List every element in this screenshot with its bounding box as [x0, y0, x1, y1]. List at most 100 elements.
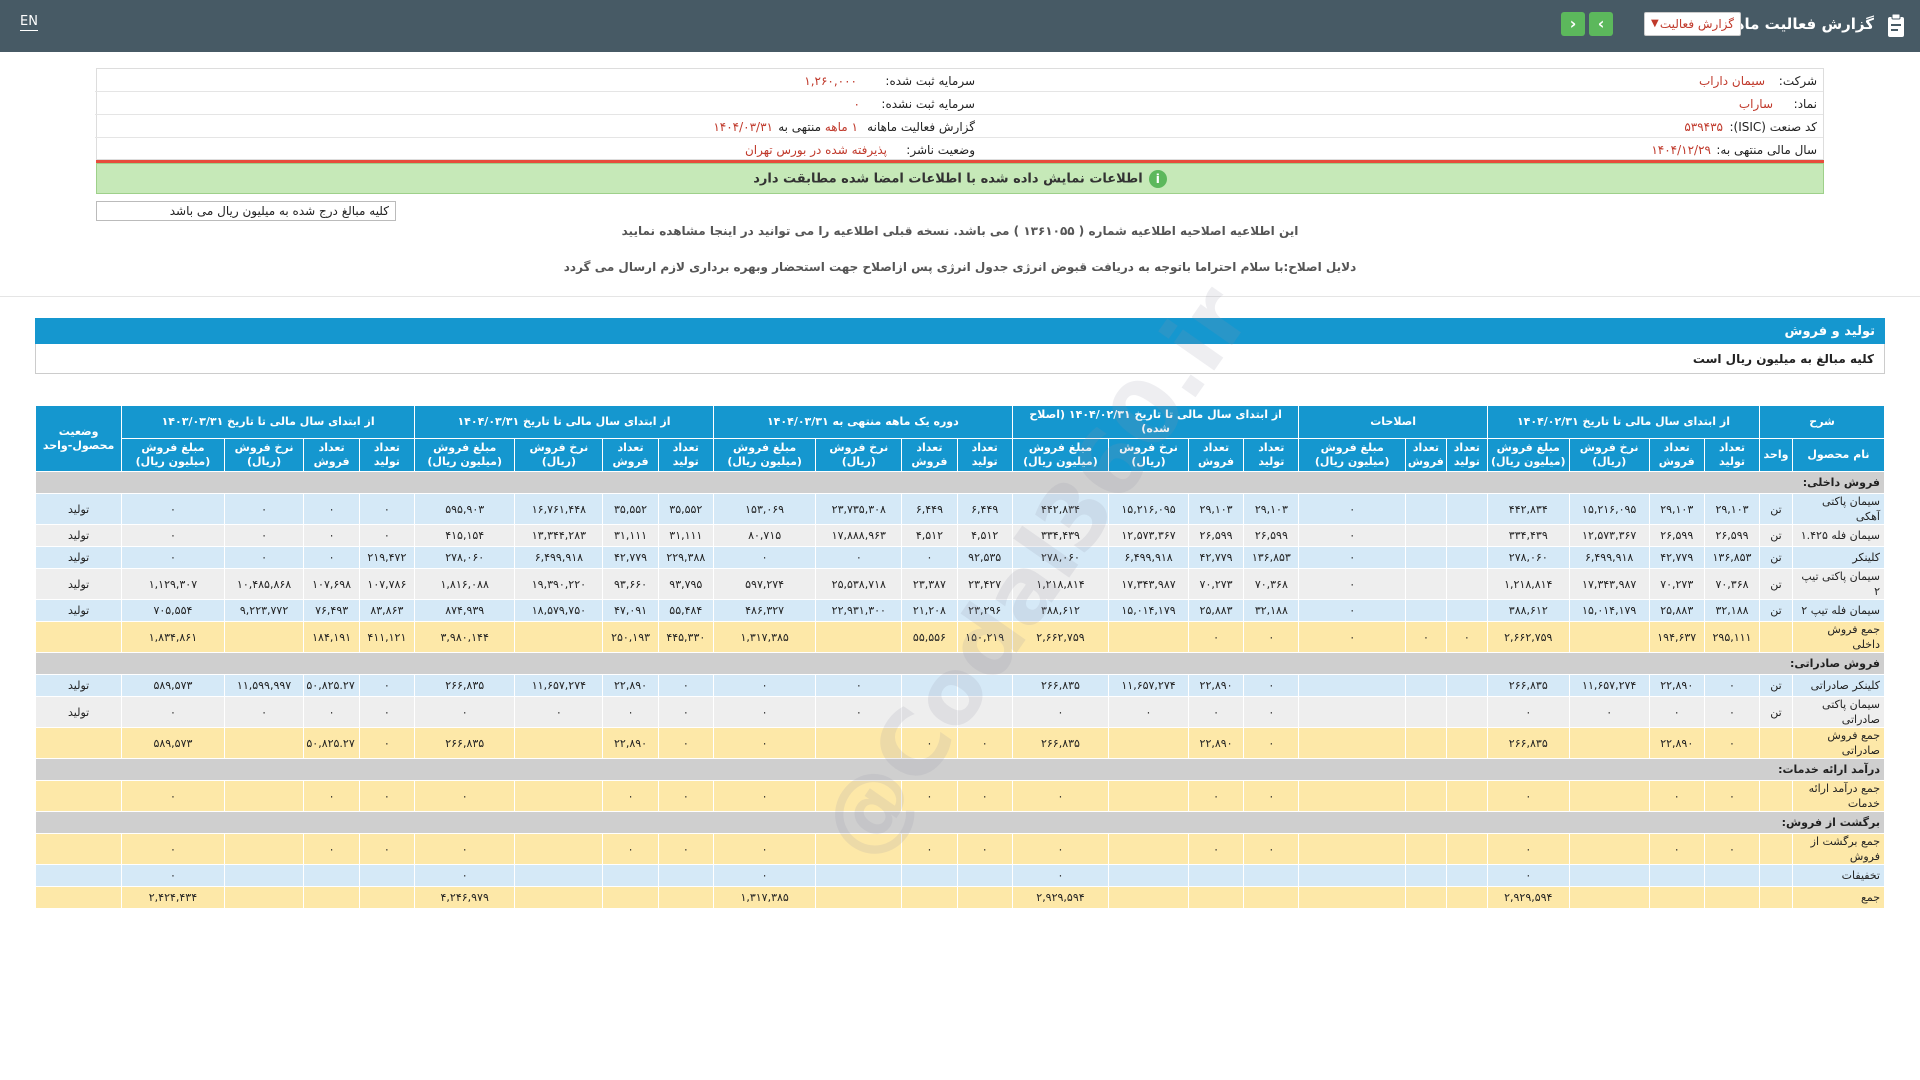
table-cell [514, 833, 604, 865]
table-cell: ۱۷,۳۴۳,۹۸۷ [1568, 568, 1650, 600]
table-cell: ۱۵۰,۲۱۹ [956, 621, 1013, 653]
table-cell [223, 886, 305, 909]
table-cell [1445, 727, 1488, 759]
table-row: درآمد ارائه خدمات: [35, 758, 1885, 781]
table-cell: ۲,۶۶۲,۷۵۹ [1486, 621, 1570, 653]
table-cell: ۰ [815, 674, 903, 697]
table-cell: ۲۶۶,۸۳۵ [1486, 727, 1570, 759]
product-name: سیمان پاکتی صادراتی [1791, 696, 1886, 728]
table-cell: ۰ [712, 833, 817, 865]
table-cell [1243, 886, 1300, 909]
product-name: سیمان پاکتی آهکی [1791, 493, 1886, 525]
chevron-left-icon: ‹ [1569, 14, 1577, 33]
table-cell [815, 621, 903, 653]
table-cell: ۶,۴۹۹,۹۱۸ [514, 546, 604, 569]
fiscal-year-value: ۱۴۰۴/۱۲/۲۹ [1651, 143, 1711, 157]
table-cell: ۷۰,۲۷۳ [1187, 568, 1245, 600]
table-cell [1445, 696, 1488, 728]
fiscal-year-label: سال مالی منتهی به: [1716, 143, 1817, 157]
unit-cell: تن [1759, 524, 1793, 547]
table-cell: ۷۰,۳۶۸ [1243, 568, 1300, 600]
table-cell [1568, 727, 1650, 759]
divider [96, 160, 1824, 163]
table-cell [901, 864, 958, 887]
column-header-amount: مبلغ فروش (میلیون ریال) [1011, 438, 1110, 472]
table-cell: ۹,۲۲۳,۷۷۲ [223, 599, 305, 622]
status-cell [34, 621, 123, 653]
column-header-name: نام محصول [1791, 438, 1886, 472]
table-cell: ۱۲,۵۷۳,۳۶۷ [1568, 524, 1650, 547]
table-cell: ۱۷,۸۸۸,۹۶۳ [815, 524, 903, 547]
table-cell [1108, 780, 1189, 812]
table-cell [1445, 864, 1488, 887]
table-cell: ۰ [901, 546, 958, 569]
column-header-prod: تعداد تولید [956, 438, 1013, 472]
table-cell: ۰ [657, 833, 714, 865]
table-cell: ۰ [303, 833, 360, 865]
status-cell: تولید [34, 696, 123, 728]
verification-notice: i اطلاعات نمایش داده شده با اطلاعات امضا … [96, 163, 1824, 194]
table-cell: ۰ [1011, 696, 1110, 728]
table-cell: ۱,۱۲۹,۳۰۷ [121, 568, 225, 600]
table-cell: ۲۲,۹۳۱,۳۰۰ [815, 599, 903, 622]
table-cell: ۷۰۵,۵۵۴ [121, 599, 225, 622]
table-cell [1404, 568, 1447, 600]
table-cell [901, 696, 958, 728]
symbol-value[interactable]: ساراب [1738, 97, 1773, 111]
table-cell [1298, 780, 1406, 812]
table-cell [1568, 886, 1650, 909]
column-header-prod: تعداد تولید [657, 438, 714, 472]
language-toggle[interactable]: EN [20, 14, 38, 31]
next-button[interactable]: › [1589, 12, 1613, 36]
table-cell: ۰ [712, 780, 817, 812]
report-type-select[interactable]: گزارش فعالیت ▼ [1644, 12, 1741, 36]
table-cell: ۰ [1298, 493, 1406, 525]
unit-cell: تن [1759, 696, 1793, 728]
isic-label: کد صنعت (ISIC): [1729, 120, 1817, 134]
table-cell: ۰ [1187, 696, 1245, 728]
table-cell: ۲۲,۸۹۰ [1187, 727, 1245, 759]
table-cell: ۲۷۸,۰۶۰ [1486, 546, 1570, 569]
correction-note[interactable]: این اطلاعیه اصلاحیه اطلاعیه شماره ( ۱۳۶۱… [621, 224, 1299, 238]
product-name: جمع برگشت از فروش [1791, 833, 1886, 865]
table-cell: ۹۳,۷۹۵ [657, 568, 714, 600]
table-cell: ۰ [1445, 621, 1488, 653]
table-cell: ۵۰,۸۲۵.۲۷ [303, 727, 360, 759]
info-icon: i [1148, 170, 1167, 188]
table-sub-header: نام محصول واحد تعداد تولید تعداد فروش نرخ فر… [36, 438, 1886, 472]
table-cell: ۰ [358, 524, 416, 547]
column-header-sale: تعداد فروش [1187, 438, 1245, 472]
table-row: جمع فروش صادراتی ۰ ۲۲,۸۹۰ ۲۶۶,۸۳۵ ۰ ۲۲,۸۹۰ ۲۶۶… [34, 727, 1886, 759]
table-cell: ۰ [1187, 621, 1245, 653]
product-name: سیمان فله تیپ ۲ [1791, 599, 1886, 622]
previous-button[interactable]: ‹ [1561, 12, 1585, 36]
table-cell: ۲۹,۱۰۳ [1187, 493, 1245, 525]
group-header: از ابتدای سال مالی تا تاریخ ۱۴۰۳/۰۳/۳۱ [121, 405, 416, 439]
table-cell: ۰ [223, 546, 305, 569]
table-cell: ۹۲,۵۳۵ [956, 546, 1013, 569]
column-header-rate: نرخ فروش (ریال) [815, 438, 903, 472]
table-cell: ۴۴۵,۳۳۰ [657, 621, 714, 653]
info-row: سال مالی منتهی به: ۱۴۰۴/۱۲/۲۹ وضعیت ناشر… [95, 138, 1823, 161]
table-cell: ۵۵,۴۸۴ [657, 599, 714, 622]
report-type-value: گزارش فعالیت [1659, 17, 1734, 31]
table-cell: ۴۱۵,۱۵۴ [414, 524, 516, 547]
table-cell [1648, 864, 1705, 887]
status-cell: تولید [34, 493, 123, 525]
status-cell: تولید [34, 568, 123, 600]
table-cell [1445, 833, 1488, 865]
table-cell [815, 864, 903, 887]
table-cell: ۰ [514, 696, 604, 728]
table-cell: ۲۷۸,۰۶۰ [1011, 546, 1110, 569]
table-cell: ۲۹,۱۰۳ [1243, 493, 1300, 525]
table-row: تخفیفات ۰ ۰ ۰ ۰ ۰ [34, 864, 1886, 887]
unit-cell [1759, 864, 1793, 887]
table-cell: ۵۰,۸۲۵.۲۷ [303, 674, 360, 697]
table-cell: ۰ [1298, 524, 1406, 547]
table-cell [1445, 546, 1488, 569]
company-value[interactable]: سیمان داراب [1699, 74, 1765, 88]
table-cell: ۲۱,۲۰۸ [901, 599, 958, 622]
table-cell [1445, 524, 1488, 547]
table-cell: ۸۰,۷۱۵ [712, 524, 817, 547]
table-cell [1298, 886, 1406, 909]
